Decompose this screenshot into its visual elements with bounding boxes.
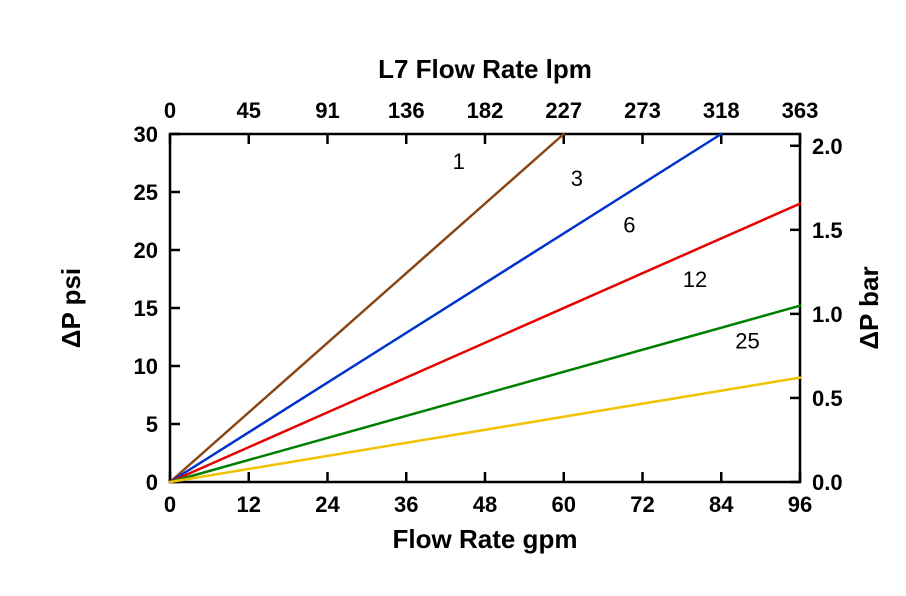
svg-text:273: 273 <box>624 98 661 123</box>
series-label-12: 12 <box>683 267 707 292</box>
svg-text:363: 363 <box>782 98 819 123</box>
series-label-1: 1 <box>453 149 465 174</box>
svg-text:84: 84 <box>709 492 734 517</box>
svg-text:1.5: 1.5 <box>812 218 843 243</box>
svg-text:10: 10 <box>134 354 158 379</box>
series-label-25: 25 <box>735 329 759 354</box>
svg-text:30: 30 <box>134 122 158 147</box>
svg-text:36: 36 <box>394 492 418 517</box>
series-line-1 <box>170 134 564 482</box>
svg-text:72: 72 <box>630 492 654 517</box>
svg-text:227: 227 <box>545 98 582 123</box>
x-axis-top-title: L7 Flow Rate lpm <box>378 54 592 84</box>
svg-text:182: 182 <box>467 98 504 123</box>
svg-text:0.5: 0.5 <box>812 386 843 411</box>
y-axis-right-ticks: 0.0 0.5 1.0 1.5 2.0 <box>790 134 843 495</box>
svg-text:60: 60 <box>552 492 576 517</box>
svg-text:45: 45 <box>237 98 261 123</box>
x-axis-top-ticks: 0 45 91 136 182 227 273 318 363 <box>164 98 818 144</box>
svg-text:136: 136 <box>388 98 425 123</box>
svg-text:48: 48 <box>473 492 497 517</box>
x-axis-bottom-title: Flow Rate gpm <box>393 524 578 554</box>
svg-text:0: 0 <box>164 492 176 517</box>
svg-text:0: 0 <box>146 470 158 495</box>
svg-text:1.0: 1.0 <box>812 302 843 327</box>
svg-text:2.0: 2.0 <box>812 134 843 159</box>
svg-text:0.0: 0.0 <box>812 470 843 495</box>
svg-text:15: 15 <box>134 296 158 321</box>
series-label-3: 3 <box>571 166 583 191</box>
pressure-flow-chart: 01224364860728496 0459113618222727331836… <box>0 0 906 596</box>
series-label-6: 6 <box>623 213 635 238</box>
svg-text:318: 318 <box>703 98 740 123</box>
svg-text:24: 24 <box>315 492 340 517</box>
svg-text:91: 91 <box>315 98 339 123</box>
series-line-6 <box>170 204 800 482</box>
series-line-3 <box>170 134 721 482</box>
svg-text:0: 0 <box>164 98 176 123</box>
svg-text:5: 5 <box>146 412 158 437</box>
y-axis-left-title: ΔP psi <box>56 268 86 348</box>
y-axis-right-title: ΔP bar <box>854 266 884 349</box>
x-axis-bottom-ticks: 0 12 24 36 48 60 72 84 96 <box>164 472 812 517</box>
svg-text:25: 25 <box>134 180 158 205</box>
svg-text:96: 96 <box>788 492 812 517</box>
y-axis-left-ticks: 0 5 10 15 20 25 30 <box>134 122 180 495</box>
chart-series <box>170 134 800 482</box>
series-labels: 1 3 6 12 25 <box>453 149 760 354</box>
svg-text:12: 12 <box>237 492 261 517</box>
svg-text:20: 20 <box>134 238 158 263</box>
